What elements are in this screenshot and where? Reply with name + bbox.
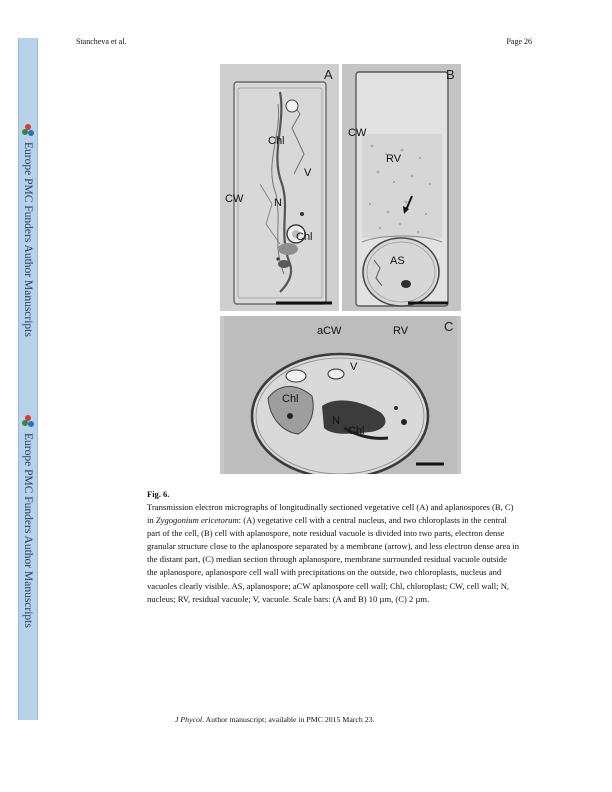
- figure-6-micrographs: A Chl V CW N Chl: [220, 64, 461, 474]
- figure-caption: Transmission electron micrographs of lon…: [147, 502, 519, 604]
- label-as-b: AS: [390, 255, 405, 267]
- sidebar-label-top: Europe PMC Funders Author Manuscripts: [19, 124, 37, 337]
- panel-c: C aCW RV V Chl N Chl: [220, 316, 461, 474]
- panel-a-letter: A: [324, 67, 333, 82]
- label-chl-a-top: Chl: [268, 135, 285, 147]
- label-chl-c-left: Chl: [282, 393, 299, 405]
- sidebar-label-bottom: Europe PMC Funders Author Manuscripts: [19, 415, 37, 628]
- running-header-authors: Stancheva et al.: [76, 37, 127, 46]
- panel-b-letter: B: [446, 67, 455, 82]
- arrow-icon: [405, 195, 413, 211]
- europe-pmc-logo-icon: [22, 415, 34, 427]
- label-n-a: N: [274, 197, 282, 209]
- species-name: Zygogonium ericetorum: [155, 515, 239, 526]
- panel-a: A Chl V CW N Chl: [220, 64, 339, 311]
- label-v-c: V: [350, 361, 358, 373]
- funders-sidebar: Europe PMC Funders Author Manuscripts Eu…: [18, 38, 38, 720]
- label-chl-a-bottom: Chl: [296, 231, 313, 243]
- label-v-a: V: [304, 167, 312, 179]
- europe-pmc-logo-icon: [22, 124, 34, 136]
- journal-footer: J Phycol. Author manuscript; available i…: [175, 715, 375, 724]
- label-cw-a: CW: [225, 193, 244, 205]
- label-chl-c-right: Chl: [348, 425, 365, 437]
- label-rv-c: RV: [393, 325, 409, 337]
- label-n-c: N: [332, 415, 340, 427]
- label-cw-b: CW: [348, 127, 367, 139]
- label-acw-c: aCW: [317, 325, 342, 337]
- figure-caption-title: Fig. 6.: [147, 489, 170, 499]
- label-rv-b: RV: [386, 153, 402, 165]
- page-number: Page 26: [506, 37, 532, 46]
- panel-c-letter: C: [444, 319, 453, 334]
- panel-b: B CW RV AS: [342, 64, 461, 311]
